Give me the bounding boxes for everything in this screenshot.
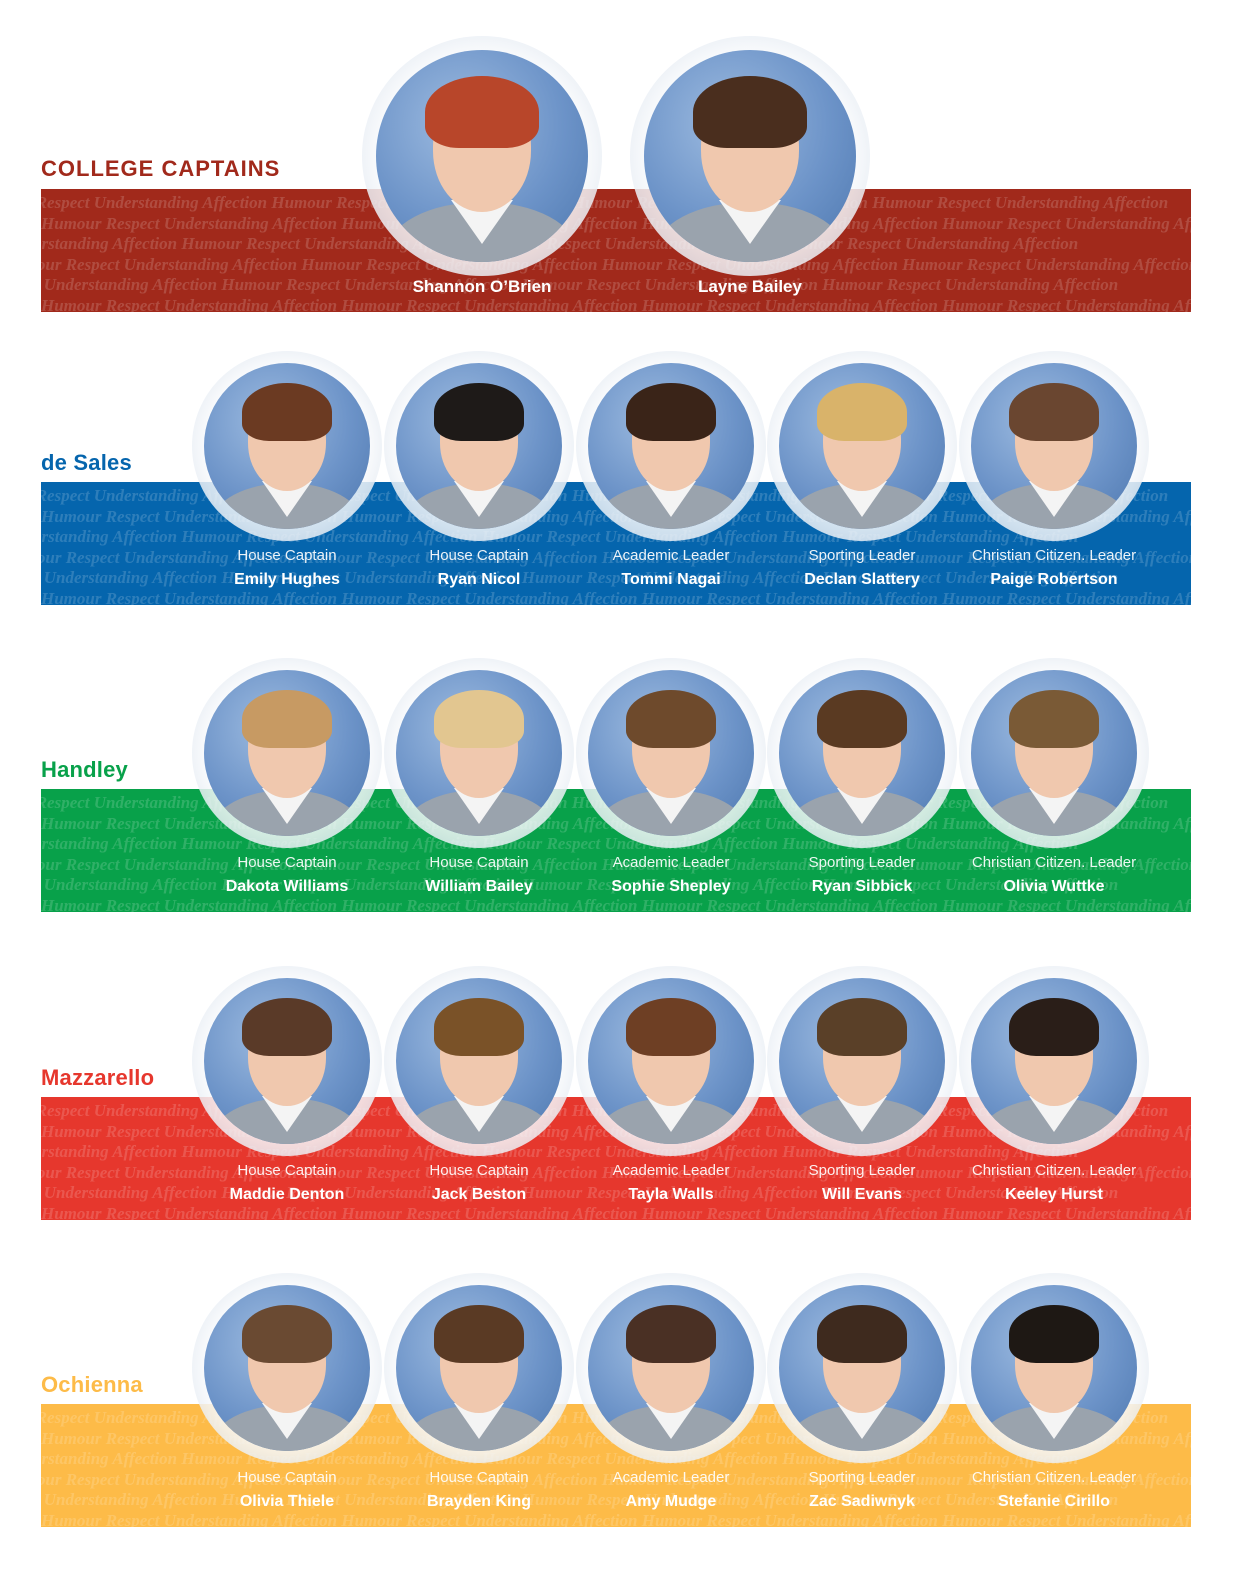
portrait-photo (396, 1285, 562, 1451)
person-name: William Bailey (425, 878, 533, 895)
portrait-photo (588, 363, 754, 529)
portrait-photo (396, 978, 562, 1144)
portrait-photo (396, 670, 562, 836)
person-name: Amy Mudge (625, 1493, 717, 1510)
house-title-handley: Handley (41, 757, 128, 782)
portrait-photo (971, 1285, 1137, 1451)
college-captains-band: Humour Respect Understanding Affection H… (41, 189, 1191, 312)
leader-role: Academic Leader (612, 547, 730, 564)
portrait-photo (971, 670, 1137, 836)
values-pattern: Humour Respect Understanding Affection H… (41, 193, 1191, 312)
leader-role: Sporting Leader (808, 547, 916, 564)
leader-role: Academic Leader (612, 854, 730, 871)
leader-role: House Captain (237, 1469, 337, 1486)
leader-role: Sporting Leader (808, 1162, 916, 1179)
leader-role: Academic Leader (612, 1162, 730, 1179)
person-name: Olivia Wuttke (1003, 878, 1105, 895)
leader-role: Christian Citizen. Leader (971, 547, 1137, 564)
house-title-de-sales: de Sales (41, 450, 132, 475)
person-name: Ryan Sibbick (811, 878, 913, 895)
person-name: Ryan Nicol (437, 571, 521, 588)
person-name: Layne Bailey (698, 277, 802, 296)
portrait-photo (779, 363, 945, 529)
portrait-photo (588, 978, 754, 1144)
leader-role: House Captain (237, 547, 337, 564)
portrait-photo (779, 1285, 945, 1451)
person-name: Maddie Denton (229, 1186, 345, 1203)
leader-role: House Captain (429, 854, 529, 871)
person-name: Emily Hughes (234, 571, 340, 588)
person-name: Jack Beston (431, 1186, 527, 1203)
house-title-mazzarello: Mazzarello (41, 1065, 155, 1090)
portrait-photo (779, 978, 945, 1144)
person-name: Keeley Hurst (1005, 1186, 1103, 1203)
leader-role: Sporting Leader (808, 854, 916, 871)
person-name: Zac Sadiwnyk (809, 1493, 915, 1510)
leader-role: House Captain (237, 1162, 337, 1179)
person-name: Will Evans (822, 1186, 902, 1203)
college-captains-title: COLLEGE CAPTAINS (41, 156, 281, 181)
portrait-photo (204, 978, 370, 1144)
portrait-photo (376, 50, 588, 262)
house-title-ochienna: Ochienna (41, 1372, 143, 1397)
portrait-photo (779, 670, 945, 836)
leader-role: House Captain (237, 854, 337, 871)
leader-role: House Captain (429, 1162, 529, 1179)
leader-role: House Captain (429, 1469, 529, 1486)
portrait-photo (971, 978, 1137, 1144)
portrait-photo (588, 1285, 754, 1451)
portrait-photo (971, 363, 1137, 529)
person-name: Declan Slattery (804, 571, 920, 588)
leader-role: Christian Citizen. Leader (971, 854, 1137, 871)
leader-role: House Captain (429, 547, 529, 564)
person-name: Olivia Thiele (239, 1493, 335, 1510)
portrait-photo (204, 670, 370, 836)
person-name: Dakota Williams (225, 878, 349, 895)
person-name: Paige Robertson (990, 571, 1118, 588)
portrait-photo (204, 1285, 370, 1451)
leader-role: Christian Citizen. Leader (971, 1162, 1137, 1179)
portrait-photo (396, 363, 562, 529)
person-name: Sophie Shepley (611, 878, 731, 895)
person-name: Tayla Walls (628, 1186, 714, 1203)
person-name: Stefanie Cirillo (997, 1493, 1111, 1510)
portrait-photo (644, 50, 856, 262)
leader-role: Christian Citizen. Leader (971, 1469, 1137, 1486)
person-name: Tommi Nagai (621, 571, 721, 588)
person-name: Brayden King (426, 1493, 531, 1510)
portrait-photo (204, 363, 370, 529)
portrait-photo (588, 670, 754, 836)
leader-role: Sporting Leader (808, 1469, 916, 1486)
leader-role: Academic Leader (612, 1469, 730, 1486)
person-name: Shannon O’Brien (412, 277, 552, 296)
